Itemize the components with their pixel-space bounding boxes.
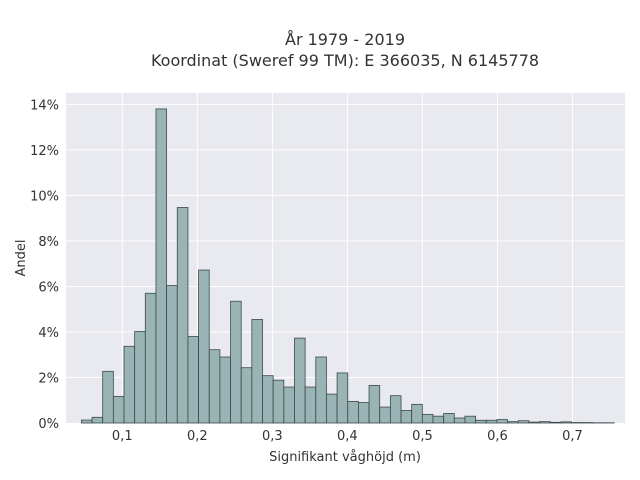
histogram-bar xyxy=(507,421,519,424)
histogram-bar xyxy=(240,367,253,424)
y-axis-title: Andel xyxy=(14,240,29,277)
histogram-bar xyxy=(208,349,221,424)
histogram-bar xyxy=(251,319,263,424)
histogram-bar xyxy=(283,386,295,424)
histogram-bar xyxy=(347,400,359,424)
x-axis-ticks: 0,1 0,2 0,3 0,4 0,5 0,6 0,7 xyxy=(112,429,583,444)
x-tick-label: 0,3 xyxy=(262,429,283,444)
histogram-bar xyxy=(80,419,93,424)
x-tick-label: 0,6 xyxy=(487,429,508,444)
histogram-bar xyxy=(485,419,498,424)
y-tick-label: 4% xyxy=(38,326,59,341)
histogram-bar xyxy=(198,269,210,424)
histogram-bar xyxy=(230,300,242,424)
histogram-bar xyxy=(411,403,423,424)
y-axis-ticks: 0% 2% 4% 6% 8% 10% 12% 14% xyxy=(30,98,59,432)
chart-subtitle: Koordinat (Sweref 99 TM): E 366035, N 61… xyxy=(151,51,539,70)
histogram-bar xyxy=(528,421,540,424)
histogram-bar xyxy=(294,337,306,424)
histogram-bar xyxy=(368,385,381,424)
histogram-bar xyxy=(134,331,146,424)
histogram-bar xyxy=(326,393,338,424)
histogram-bar xyxy=(262,375,274,424)
bars-layer xyxy=(80,108,615,424)
histogram-bar xyxy=(443,413,455,424)
histogram-bar xyxy=(432,415,445,424)
histogram-bar xyxy=(155,108,168,424)
histogram-bar xyxy=(379,406,391,424)
histogram-bar xyxy=(166,285,178,424)
histogram-bar xyxy=(336,372,349,424)
histogram-bar xyxy=(144,292,157,424)
chart-title: År 1979 - 2019 xyxy=(285,30,405,49)
histogram-bar xyxy=(400,410,413,424)
histogram-bar xyxy=(91,416,104,424)
y-tick-label: 8% xyxy=(38,235,59,250)
histogram-bar xyxy=(123,345,136,424)
y-tick-label: 0% xyxy=(38,417,59,432)
y-tick-label: 12% xyxy=(30,144,59,159)
histogram-bar xyxy=(112,395,125,424)
histogram-bar xyxy=(453,417,466,424)
y-tick-label: 6% xyxy=(38,280,59,295)
histogram-bar xyxy=(176,207,189,424)
x-tick-label: 0,4 xyxy=(337,429,358,444)
histogram-bar xyxy=(496,419,508,424)
histogram-bar xyxy=(389,395,402,424)
x-tick-label: 0,2 xyxy=(187,429,208,444)
histogram-bar xyxy=(517,420,530,424)
histogram-bar xyxy=(421,413,434,424)
histogram-bar xyxy=(549,421,562,424)
y-tick-label: 10% xyxy=(30,189,59,204)
histogram-bar xyxy=(187,336,199,424)
histogram-bar xyxy=(560,421,572,424)
histogram-bar xyxy=(539,421,551,424)
y-tick-label: 14% xyxy=(30,98,59,113)
histogram-bar xyxy=(464,415,477,424)
x-axis-title: Signifikant våghöjd (m) xyxy=(269,450,421,465)
x-tick-label: 0,1 xyxy=(112,429,133,444)
histogram-bar xyxy=(102,370,114,424)
histogram-bar xyxy=(315,356,327,424)
histogram-bar xyxy=(358,402,370,424)
x-tick-label: 0,5 xyxy=(412,429,433,444)
y-tick-label: 2% xyxy=(38,371,59,386)
x-tick-label: 0,7 xyxy=(562,429,583,444)
histogram-bar xyxy=(475,419,487,424)
histogram-bar xyxy=(272,379,285,424)
histogram-bar xyxy=(304,386,317,424)
histogram-bar xyxy=(219,356,231,424)
